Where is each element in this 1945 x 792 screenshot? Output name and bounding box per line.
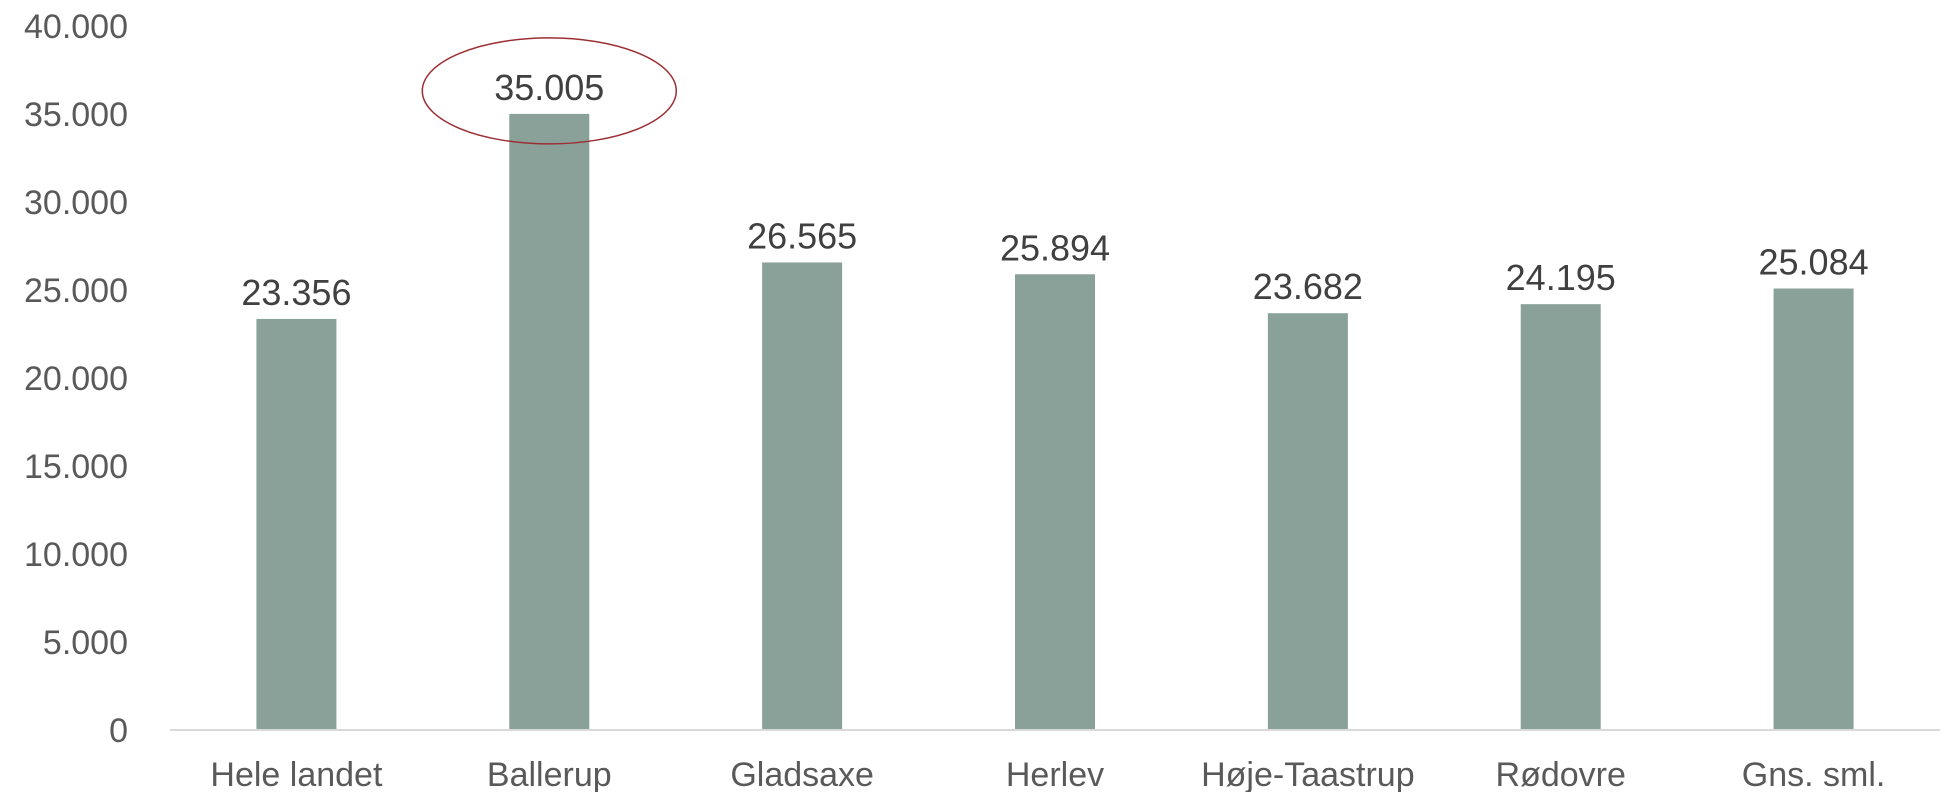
category-labels: Hele landet Ballerup Gladsaxe Herlev Høje-Ta… xyxy=(210,756,1885,792)
bar xyxy=(1520,304,1601,730)
data-labels: 23.356 35.005 26.565 25.894 23.682 24.195 25.0… xyxy=(241,67,1868,313)
category-label: Herlev xyxy=(1006,756,1104,792)
y-tick-label: 15.000 xyxy=(24,448,128,486)
category-label: Hele landet xyxy=(210,756,383,792)
y-axis-ticks: 0 5.000 10.000 15.000 20.000 25.000 30.000 35.0… xyxy=(24,8,128,750)
bar xyxy=(256,318,337,730)
y-tick-label: 20.000 xyxy=(24,360,128,398)
category-label: Rødovre xyxy=(1496,756,1626,792)
bar-value-label: 24.195 xyxy=(1506,257,1616,298)
bar xyxy=(1773,288,1854,730)
bar xyxy=(1015,274,1095,730)
y-tick-label: 0 xyxy=(109,712,128,750)
bar-value-label: 25.084 xyxy=(1759,242,1869,283)
bar-value-label: 23.356 xyxy=(241,272,351,313)
bar xyxy=(762,262,843,730)
bar-value-label: 26.565 xyxy=(747,215,857,256)
bar-value-label: 25.894 xyxy=(1000,227,1110,268)
category-label: Gladsaxe xyxy=(730,756,874,792)
bar-value-label: 23.682 xyxy=(1253,266,1363,307)
y-tick-label: 5.000 xyxy=(43,624,128,662)
bars xyxy=(256,113,1854,731)
y-tick-label: 25.000 xyxy=(24,272,128,310)
bar xyxy=(509,113,590,731)
y-tick-label: 10.000 xyxy=(24,536,128,574)
highlight-ellipse xyxy=(421,37,678,145)
bar xyxy=(1267,313,1348,730)
y-tick-label: 30.000 xyxy=(24,184,128,222)
category-label: Høje-Taastrup xyxy=(1201,756,1415,792)
category-label: Gns. sml. xyxy=(1742,756,1886,792)
y-tick-label: 35.000 xyxy=(24,96,128,134)
category-label: Ballerup xyxy=(487,756,612,792)
y-tick-label: 40.000 xyxy=(24,8,128,46)
bar-value-label: 35.005 xyxy=(494,67,604,108)
